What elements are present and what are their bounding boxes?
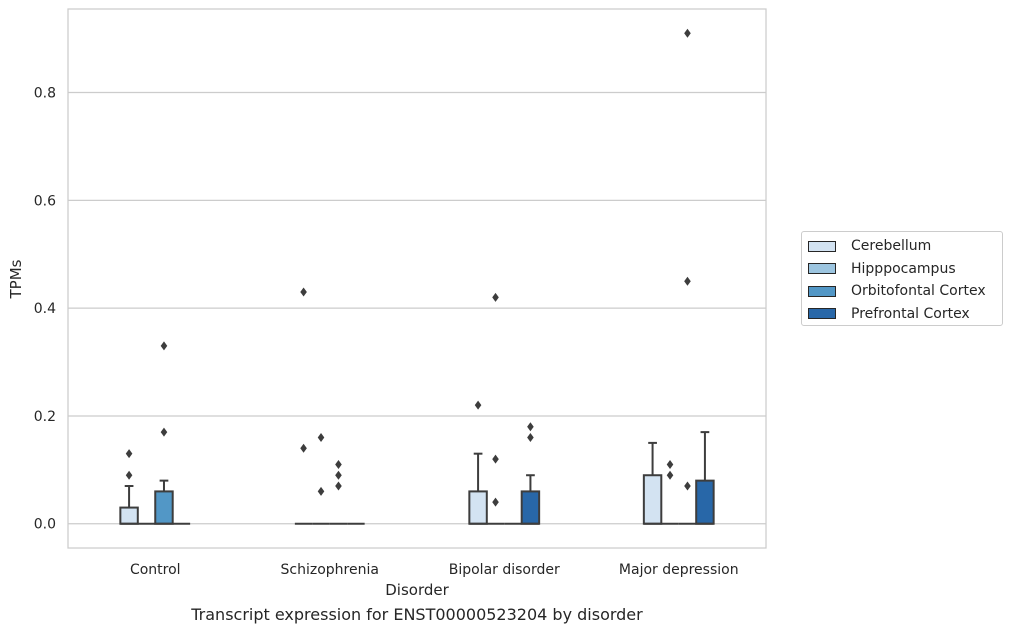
box [520,490,541,525]
box-group [312,433,330,525]
x-tick-label: Major depression [619,562,739,578]
box-group [154,341,174,525]
outlier-point [474,400,482,410]
outlier-point [666,459,674,469]
legend-swatch [808,240,836,252]
legend-label: Prefrontal Cortex [851,305,970,322]
legend-swatch [808,263,836,275]
box [119,506,139,525]
box-group [294,287,313,525]
legend-item: Cerebellum [808,235,1002,258]
legend-item: Prefrontal Cortex [808,303,1002,326]
outlier-point [492,454,499,464]
box [468,490,488,525]
legend-swatch [808,308,836,320]
box-group [468,400,488,525]
outlier-point [527,422,534,432]
outlier-point [666,470,674,480]
outlier-point [160,341,168,351]
y-tick-label: 0.6 [34,193,56,209]
box-group [678,28,697,525]
outlier-point [160,427,168,437]
legend-label: Hipppocampus [851,260,956,277]
y-tick-label: 0.2 [34,409,56,425]
outlier-point [492,292,499,302]
box [695,479,715,525]
outlier-point [335,481,342,491]
outlier-point [317,486,325,496]
box-group [486,292,505,525]
legend-label: Orbitofontal Cortex [851,283,986,300]
box-group [520,422,541,525]
gridlines [68,91,766,525]
x-axis-title: Disorder [385,581,449,599]
outlier-point [317,433,325,443]
x-tick-label: Bipolar disorder [449,562,560,578]
chart-caption: Transcript expression for ENST0000052320… [191,605,643,624]
outlier-point [125,470,133,480]
legend-label: Cerebellum [851,238,932,255]
box [642,474,663,525]
outlier-point [300,443,307,453]
legend-swatch [808,285,836,297]
outlier-point [684,28,691,38]
y-axis-ticks: 0.0 0.2 0.4 0.6 0.8 [34,86,56,533]
outlier-point [335,470,342,480]
x-axis-ticks: Control Schizophrenia Bipolar disorder Majo… [130,562,739,578]
box [154,490,174,525]
outlier-point [527,433,534,443]
box-group [642,441,663,525]
legend-item: Orbitofontal Cortex [808,280,1002,303]
y-tick-label: 0.0 [34,517,56,533]
outlier-point [335,459,342,469]
box-group [119,449,139,525]
box-group [695,431,715,525]
outlier-point [492,497,499,507]
legend: Cerebellum Hipppocampus Orbitofontal Corte… [801,231,1003,326]
y-tick-label: 0.4 [34,301,56,317]
outlier-point [684,276,691,286]
plot-frame [67,8,767,549]
box-group [661,459,679,525]
outlier-point [684,481,691,491]
outlier-point [125,449,133,459]
legend-item: Hipppocampus [808,258,1002,281]
x-tick-label: Control [130,562,181,578]
boxes-layer [119,28,715,525]
outlier-point [300,287,307,297]
x-tick-label: Schizophrenia [281,562,379,578]
y-tick-label: 0.8 [34,86,56,102]
box-group [329,459,348,525]
y-axis-title: TPMs [7,259,25,299]
